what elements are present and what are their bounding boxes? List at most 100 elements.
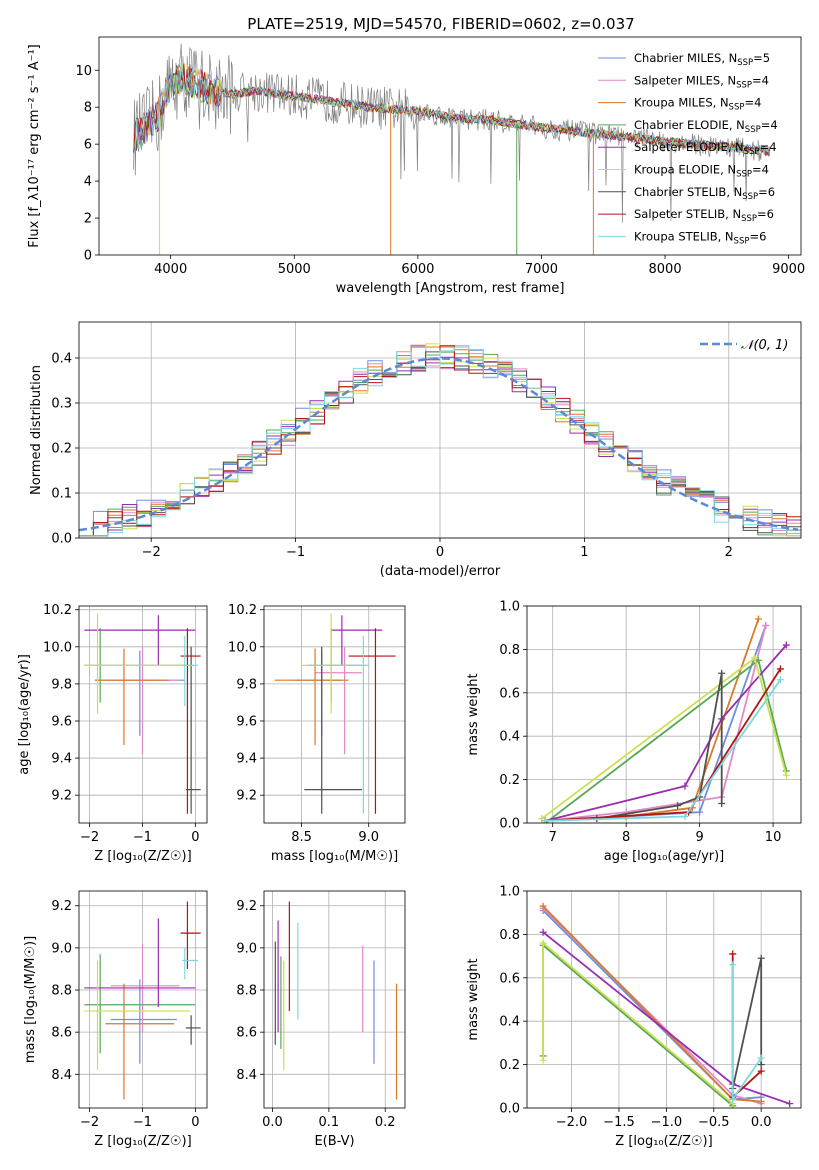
x-tick-label: 0.2 [375,1115,396,1130]
x-axis-label: Z [log₁₀(Z/Z☉)] [94,849,191,864]
y-tick-label: 0.2 [51,442,72,457]
y-axis-label: mass [log₁₀(M/M☉)] [23,936,38,1063]
point-kroupa-miles [94,648,169,746]
y-tick-label: 0.2 [499,1058,520,1073]
y-tick-label: 8 [84,101,92,116]
y-tick-label: 0.0 [499,817,520,832]
legend-entry: Kroupa ELODIE, NSSP=4 [634,163,769,180]
y-tick-label: 0.8 [499,928,520,943]
y-tick-label: 9.0 [236,941,257,956]
y-tick-label: 9.2 [51,899,72,914]
x-tick-label: −2 [142,545,161,560]
y-tick-label: 0.6 [499,971,520,986]
axes-frame [263,890,406,1109]
point-chabrier-stelib [185,1015,201,1045]
x-tick-label: 0 [436,545,444,560]
point-kroupa-stelib [182,635,199,707]
y-tick-label: 10.2 [43,603,72,618]
y-tick-label: 9.6 [51,714,72,729]
series-point-marker [782,771,790,779]
point-salpeter-elodie [331,615,383,666]
x-axis-label: wavelength [Angstrom, rest frame] [336,281,565,296]
point-kroupa-elodie [301,613,356,714]
x-tick-label: −1.5 [603,1115,635,1130]
y-tick-label: 9.6 [236,714,257,729]
axes-frame [526,890,802,1109]
point-chabrier-elodie [84,954,196,1054]
y-axis-label: age [log₁₀(age/yr)] [17,654,32,775]
series-point-marker [681,782,689,790]
y-tick-label: 10.0 [43,640,72,655]
series-line-kroupa-elodie [541,656,788,820]
series-point-marker [539,902,547,910]
y-tick-label: 8.8 [236,984,257,999]
x-axis-label: mass [log₁₀(M/M☉)] [271,849,398,864]
y-tick-label: 9.2 [236,789,257,804]
x-tick-label: 9.0 [358,830,379,845]
plot-area [84,901,201,1100]
series-point-marker [782,641,790,649]
series-point-marker [757,954,765,962]
series-point-marker [539,939,547,947]
model-spectrum-kroupa-stelib [133,62,771,155]
y-tick-label: 8.4 [236,1068,257,1083]
y-tick-label: 0.4 [499,730,520,745]
y-tick-label: 9.8 [51,677,72,692]
series-point-marker [729,961,737,969]
point-chabrier-stelib [304,646,363,814]
x-tick-label: 0 [191,1115,199,1130]
x-tick-label: 9000 [772,262,805,277]
x-tick-label: 4000 [154,262,187,277]
legend-entry: Chabrier STELIB, NSSP=6 [634,185,775,202]
x-tick-label: 0 [191,830,199,845]
y-tick-label: 2 [84,212,92,227]
histogram-kroupa-stelib [79,346,801,538]
point-kroupa-miles [105,983,175,1100]
y-tick-label: 0.0 [51,532,72,547]
figure-title: PLATE=2519, MJD=54570, FIBERID=0602, z=0… [247,15,634,33]
point-kroupa-elodie [84,613,191,714]
y-tick-label: 9.2 [236,899,257,914]
point-salpeter-elodie [84,615,196,666]
series-line-salpeter-miles [542,907,762,1105]
x-tick-label: 1 [580,545,588,560]
plot-area [274,901,398,1100]
point-salpeter-miles [110,646,180,755]
series-point-marker [786,1100,794,1108]
x-tick-label: 0.0 [262,1115,283,1130]
residual-histogram-panel: −2 −1 0 1 2 0.0 0.1 0.2 0.3 0.4 (data-model)/error… [29,321,802,579]
legend-entry: Kroupa STELIB, NSSP=6 [634,229,766,246]
series-point-marker [539,928,547,936]
legend-entry: 𝒩(0, 1) [741,338,788,353]
y-tick-label: 0.6 [499,686,520,701]
series-point-marker [776,676,784,684]
y-tick-label: 0 [84,249,92,264]
plot-area [133,43,771,255]
series-point-marker [696,808,704,816]
x-tick-label: −2 [80,830,99,845]
plot-area [79,343,801,538]
y-tick-label: 10.2 [228,603,257,618]
plot-area [84,613,201,814]
series-line-kroupa-miles [542,905,762,1103]
y-tick-label: 8.6 [236,1026,257,1041]
x-tick-label: 5000 [278,262,311,277]
series-line-kroupa-stelib [545,679,782,822]
mass-weight-vs-metallicity-panel: −2.0 −1.5 −1.0 −0.5 0.0 0.0 0.2 0.4 0.6 0.8 1.0 Z [… [466,885,802,1149]
y-tick-label: 9.4 [51,752,72,767]
y-tick-label: 0.2 [499,773,520,788]
point-chabrier-stelib [185,646,201,814]
point-salpeter-stelib [180,628,201,814]
legend-entry: Salpeter STELIB, NSSP=6 [634,207,774,224]
age-vs-mass-panel: 8.5 9.0 9.2 9.4 9.6 9.8 10.0 10.2 mass [log₁₀(M/… [228,603,406,864]
y-tick-label: 1.0 [499,600,520,615]
x-tick-label: 7000 [525,262,558,277]
y-tick-label: 0.3 [51,397,72,412]
series-point-marker [776,665,784,673]
legend-entry: Kroupa MILES, NSSP=4 [634,96,761,113]
series-point-marker [729,950,737,958]
point-kroupa-stelib [182,947,199,980]
series-point-marker [729,1095,737,1103]
y-tick-label: 0.4 [499,1015,520,1030]
